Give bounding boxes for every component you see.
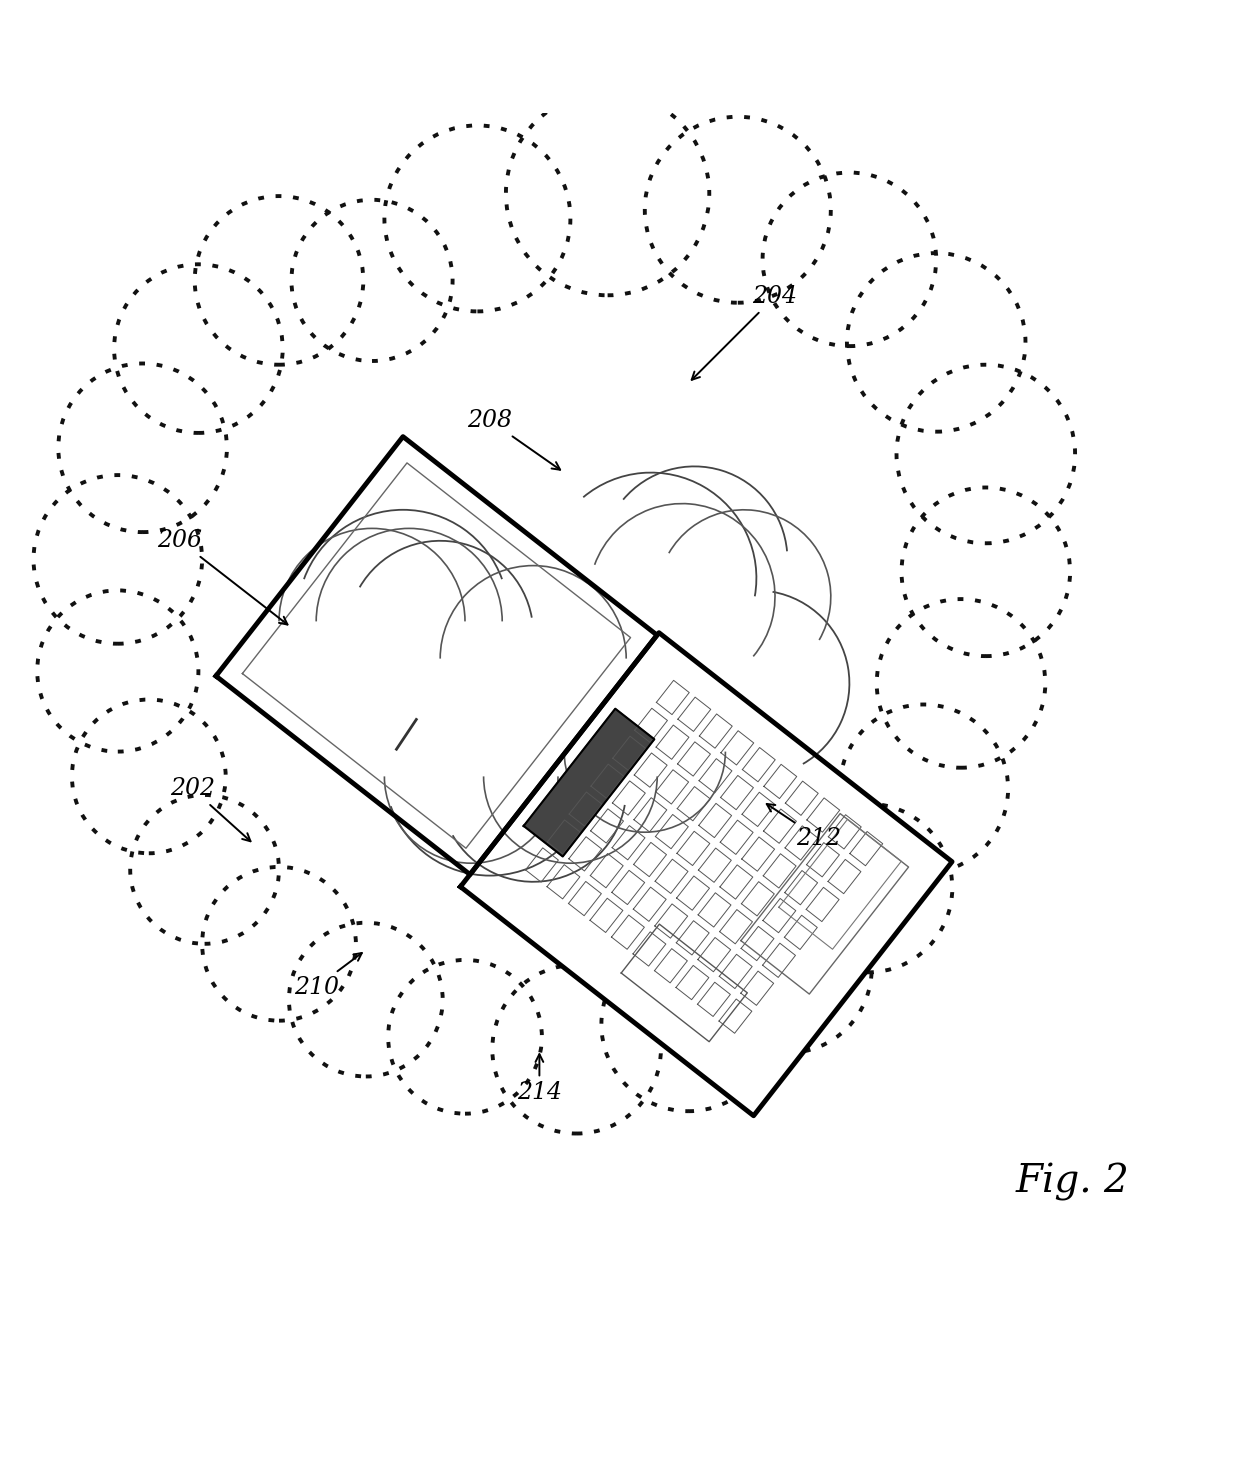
Polygon shape [523, 708, 655, 856]
Text: 202: 202 [170, 777, 250, 841]
Text: 210: 210 [294, 953, 362, 998]
Polygon shape [460, 633, 952, 1116]
Text: 204: 204 [692, 284, 797, 380]
Text: 214: 214 [517, 1054, 562, 1104]
Polygon shape [216, 437, 657, 875]
Text: 208: 208 [467, 409, 560, 469]
Text: Fig. 2: Fig. 2 [1016, 1163, 1130, 1201]
Text: 212: 212 [766, 803, 841, 850]
Text: 206: 206 [157, 529, 288, 625]
